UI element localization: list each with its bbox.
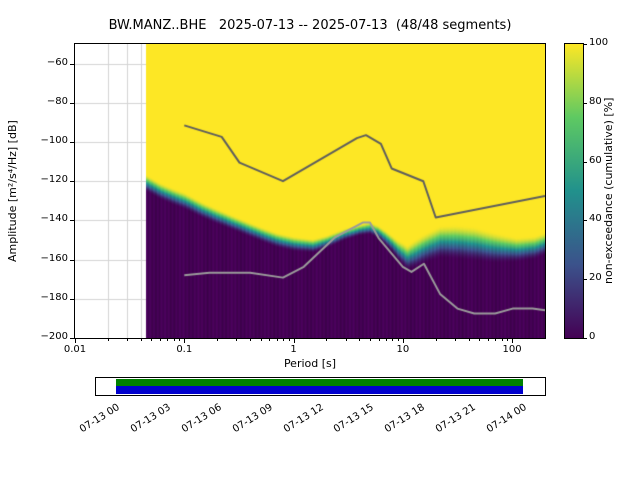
x-minor-tick-mark <box>378 339 380 341</box>
time-tick-label: 07-13 09 <box>230 402 275 436</box>
colorbar-tick-label: 20 <box>589 272 602 284</box>
time-tick-label: 07-13 12 <box>281 402 326 436</box>
x-minor-tick-mark <box>282 339 284 341</box>
colorbar-label: non-exceedance (cumulative) [%] <box>602 97 615 285</box>
x-minor-tick-mark <box>127 339 129 341</box>
plot-title: BW.MANZ..BHE 2025-07-13 -- 2025-07-13 (4… <box>108 18 512 33</box>
x-minor-tick-mark <box>369 339 371 341</box>
colorbar-tick-mark <box>584 44 587 45</box>
x-minor-tick-mark <box>359 339 361 341</box>
y-tick-mark <box>70 259 74 261</box>
x-minor-tick-mark <box>392 339 394 341</box>
colorbar-tick-label: 100 <box>589 37 609 48</box>
y-tick-label: −60 <box>46 56 68 68</box>
x-minor-tick-mark <box>495 339 497 341</box>
time-tick-label: 07-13 06 <box>179 402 224 436</box>
x-minor-tick-mark <box>236 339 238 341</box>
x-minor-tick-mark <box>107 339 109 341</box>
x-minor-tick-mark <box>167 339 169 341</box>
y-tick-label: −120 <box>40 174 68 186</box>
y-tick-mark <box>70 181 74 183</box>
y-tick-label: −180 <box>40 291 68 303</box>
x-minor-tick-mark <box>454 339 456 341</box>
x-tick-label: 10 <box>396 344 410 355</box>
time-tick-label: 07-14 00 <box>484 402 529 436</box>
coverage-timerange-bar <box>116 379 523 386</box>
y-tick-mark <box>70 338 74 339</box>
x-minor-tick-mark <box>468 339 470 341</box>
coverage-bar <box>95 377 546 396</box>
x-minor-tick-mark <box>501 339 503 341</box>
colorbar-tick-mark <box>584 102 587 104</box>
x-minor-tick-mark <box>385 339 387 341</box>
x-tick-mark <box>512 339 514 343</box>
x-minor-tick-mark <box>397 339 399 341</box>
y-tick-mark <box>70 142 74 143</box>
x-minor-tick-mark <box>140 339 142 341</box>
colorbar <box>564 43 584 339</box>
y-tick-label: −140 <box>40 213 68 225</box>
x-minor-tick-mark <box>276 339 278 341</box>
x-minor-tick-mark <box>487 339 489 341</box>
colorbar-gradient <box>565 44 583 338</box>
x-tick-mark <box>75 339 76 343</box>
x-minor-tick-mark <box>269 339 271 341</box>
x-tick-label: 0.1 <box>176 344 193 355</box>
x-tick-mark <box>184 339 186 343</box>
time-tick-label: 07-13 15 <box>332 402 377 436</box>
y-tick-mark <box>70 220 74 222</box>
x-tick-label: 1 <box>290 344 297 355</box>
y-axis-label: Amplitude [m²/s⁴/Hz] [dB] <box>6 120 19 262</box>
x-minor-tick-mark <box>435 339 437 341</box>
x-axis-label: Period [s] <box>283 357 337 370</box>
x-minor-tick-mark <box>250 339 252 341</box>
y-tick-label: −200 <box>40 331 68 342</box>
x-tick-mark <box>402 339 404 343</box>
x-tick-mark <box>293 339 295 343</box>
colorbar-tick-label: 0 <box>589 331 596 342</box>
plot-area <box>74 43 546 339</box>
time-tick-label: 07-13 21 <box>433 402 478 436</box>
x-minor-tick-mark <box>173 339 175 341</box>
y-tick-label: −80 <box>46 95 68 107</box>
colorbar-tick-label: 80 <box>589 95 602 107</box>
x-minor-tick-mark <box>217 339 219 341</box>
y-tick-label: −160 <box>40 252 68 264</box>
x-tick-label: 0.01 <box>63 344 87 355</box>
x-minor-tick-mark <box>288 339 290 341</box>
x-minor-tick-mark <box>479 339 481 341</box>
x-tick-label: 100 <box>502 344 522 355</box>
x-minor-tick-mark <box>160 339 162 341</box>
ppsd-heatmap-canvas <box>75 44 545 338</box>
x-minor-tick-mark <box>326 339 328 341</box>
colorbar-tick-mark <box>584 338 587 339</box>
colorbar-tick-mark <box>584 279 587 281</box>
x-minor-tick-mark <box>260 339 262 341</box>
time-tick-label: 07-13 18 <box>383 402 428 436</box>
colorbar-tick-label: 40 <box>589 213 602 225</box>
colorbar-tick-mark <box>584 220 587 222</box>
colorbar-tick-mark <box>584 161 587 163</box>
coverage-data-bar <box>116 386 523 394</box>
y-tick-mark <box>70 63 74 65</box>
time-tick-label: 07-13 00 <box>77 402 122 436</box>
time-tick-label: 07-13 03 <box>128 402 173 436</box>
x-minor-tick-mark <box>507 339 509 341</box>
x-minor-tick-mark <box>179 339 181 341</box>
y-tick-mark <box>70 298 74 300</box>
x-minor-tick-mark <box>345 339 347 341</box>
y-tick-mark <box>70 102 74 104</box>
x-minor-tick-mark <box>151 339 153 341</box>
y-tick-label: −100 <box>40 135 68 146</box>
colorbar-tick-label: 60 <box>589 154 602 166</box>
